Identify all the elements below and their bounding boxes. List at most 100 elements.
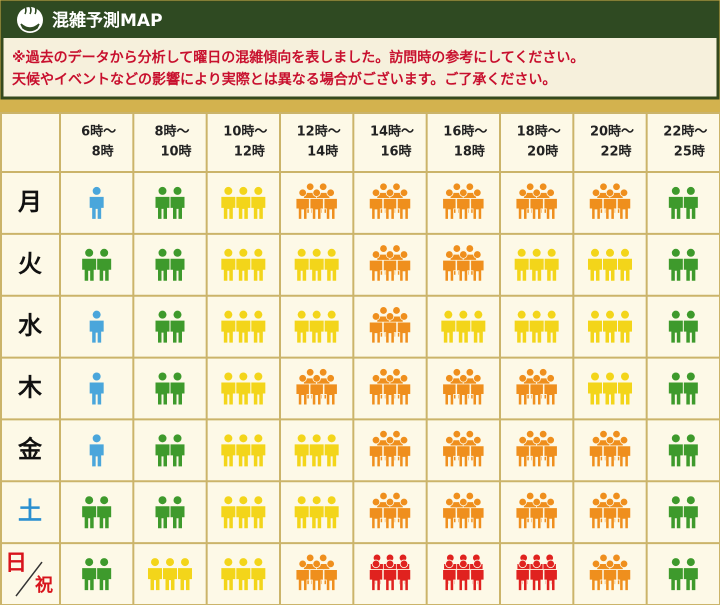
person-head — [239, 248, 248, 257]
person-head — [591, 559, 601, 569]
person-body — [668, 382, 683, 405]
person-head — [671, 372, 680, 381]
person-head — [224, 372, 233, 381]
person-body — [602, 445, 618, 468]
person-body — [309, 320, 324, 343]
person-head — [224, 186, 233, 195]
person-head — [100, 558, 109, 567]
crowd-icon — [82, 248, 112, 281]
person-body — [89, 320, 104, 343]
person-body — [470, 569, 485, 591]
person-body — [236, 320, 251, 343]
person-head — [254, 372, 263, 381]
crowd-icon — [368, 491, 412, 530]
person-head — [327, 434, 336, 443]
day-label: 日 — [5, 551, 27, 576]
crowd-icon — [442, 429, 485, 468]
person-head — [379, 491, 388, 501]
person-head — [371, 250, 381, 259]
person-body — [616, 445, 632, 468]
person-head — [239, 310, 248, 319]
person-body — [396, 445, 412, 468]
person-head — [517, 248, 526, 257]
person-head — [392, 368, 401, 377]
time-to: 8時 — [92, 144, 114, 160]
person-body — [470, 445, 485, 468]
person-body — [295, 569, 310, 591]
person-head — [459, 435, 468, 445]
crowd-icon — [515, 182, 558, 220]
person-head — [224, 248, 233, 257]
person-body — [236, 444, 251, 467]
person-body — [603, 320, 617, 343]
person-head — [399, 312, 409, 321]
person-head — [239, 372, 248, 381]
person-body — [221, 568, 236, 591]
person-head — [100, 496, 109, 505]
person-head — [445, 497, 454, 507]
time-to: 18時 — [454, 144, 485, 160]
person-head — [459, 559, 468, 569]
person-head — [379, 368, 388, 377]
person-body — [603, 258, 617, 281]
person-body — [382, 321, 398, 344]
person-body — [294, 258, 309, 281]
person-body — [668, 444, 683, 467]
person-head — [546, 374, 555, 383]
person-body — [221, 320, 236, 343]
person-head — [612, 553, 621, 563]
person-body — [382, 569, 398, 591]
person-body — [668, 568, 683, 591]
crowd-icon — [588, 553, 632, 591]
person-body — [221, 506, 236, 529]
person-head — [371, 559, 381, 569]
person-head — [239, 496, 248, 505]
person-head — [459, 250, 468, 259]
person-body — [368, 321, 384, 344]
time-to: 14時 — [307, 144, 338, 160]
person-head — [371, 188, 381, 197]
person-body — [295, 383, 310, 406]
person-body — [236, 506, 251, 529]
note: ※過去のデータから分析して曜日の混雑傾向を表しました。訪問時の参考にしてください… — [12, 49, 584, 66]
person-head — [326, 374, 335, 383]
person-body — [442, 445, 457, 468]
crowd-icon — [295, 553, 338, 591]
person-head — [612, 429, 621, 439]
person-body — [236, 382, 251, 405]
crowd-icon — [441, 310, 486, 343]
person-body — [251, 258, 266, 281]
crowd-icon — [148, 558, 192, 591]
person-head — [525, 182, 535, 191]
person-body — [616, 507, 632, 530]
person-body — [543, 383, 558, 406]
person-head — [465, 429, 475, 439]
person-head — [621, 248, 629, 257]
person-head — [517, 310, 526, 319]
person-head — [399, 497, 409, 507]
person-body — [163, 568, 177, 591]
person-body — [603, 382, 617, 405]
person-body — [683, 506, 698, 529]
person-head — [305, 368, 315, 377]
time-from: 6時～ — [81, 124, 116, 140]
person-head — [385, 188, 395, 197]
person-body — [294, 320, 309, 343]
crowd-icon — [515, 553, 558, 591]
person-head — [525, 368, 535, 377]
time-from: 10時～ — [223, 124, 267, 140]
person-body — [514, 320, 529, 343]
person-body — [683, 568, 698, 591]
person-head — [224, 434, 233, 443]
person-body — [382, 383, 398, 406]
person-head — [686, 248, 695, 257]
person-body — [442, 383, 457, 406]
person-body — [471, 320, 486, 343]
person-body — [470, 507, 485, 530]
person-body — [170, 320, 185, 343]
person-head — [158, 496, 167, 505]
person-head — [532, 435, 541, 445]
person-head — [92, 434, 101, 443]
crowd-icon — [442, 368, 485, 406]
person-head — [254, 496, 263, 505]
